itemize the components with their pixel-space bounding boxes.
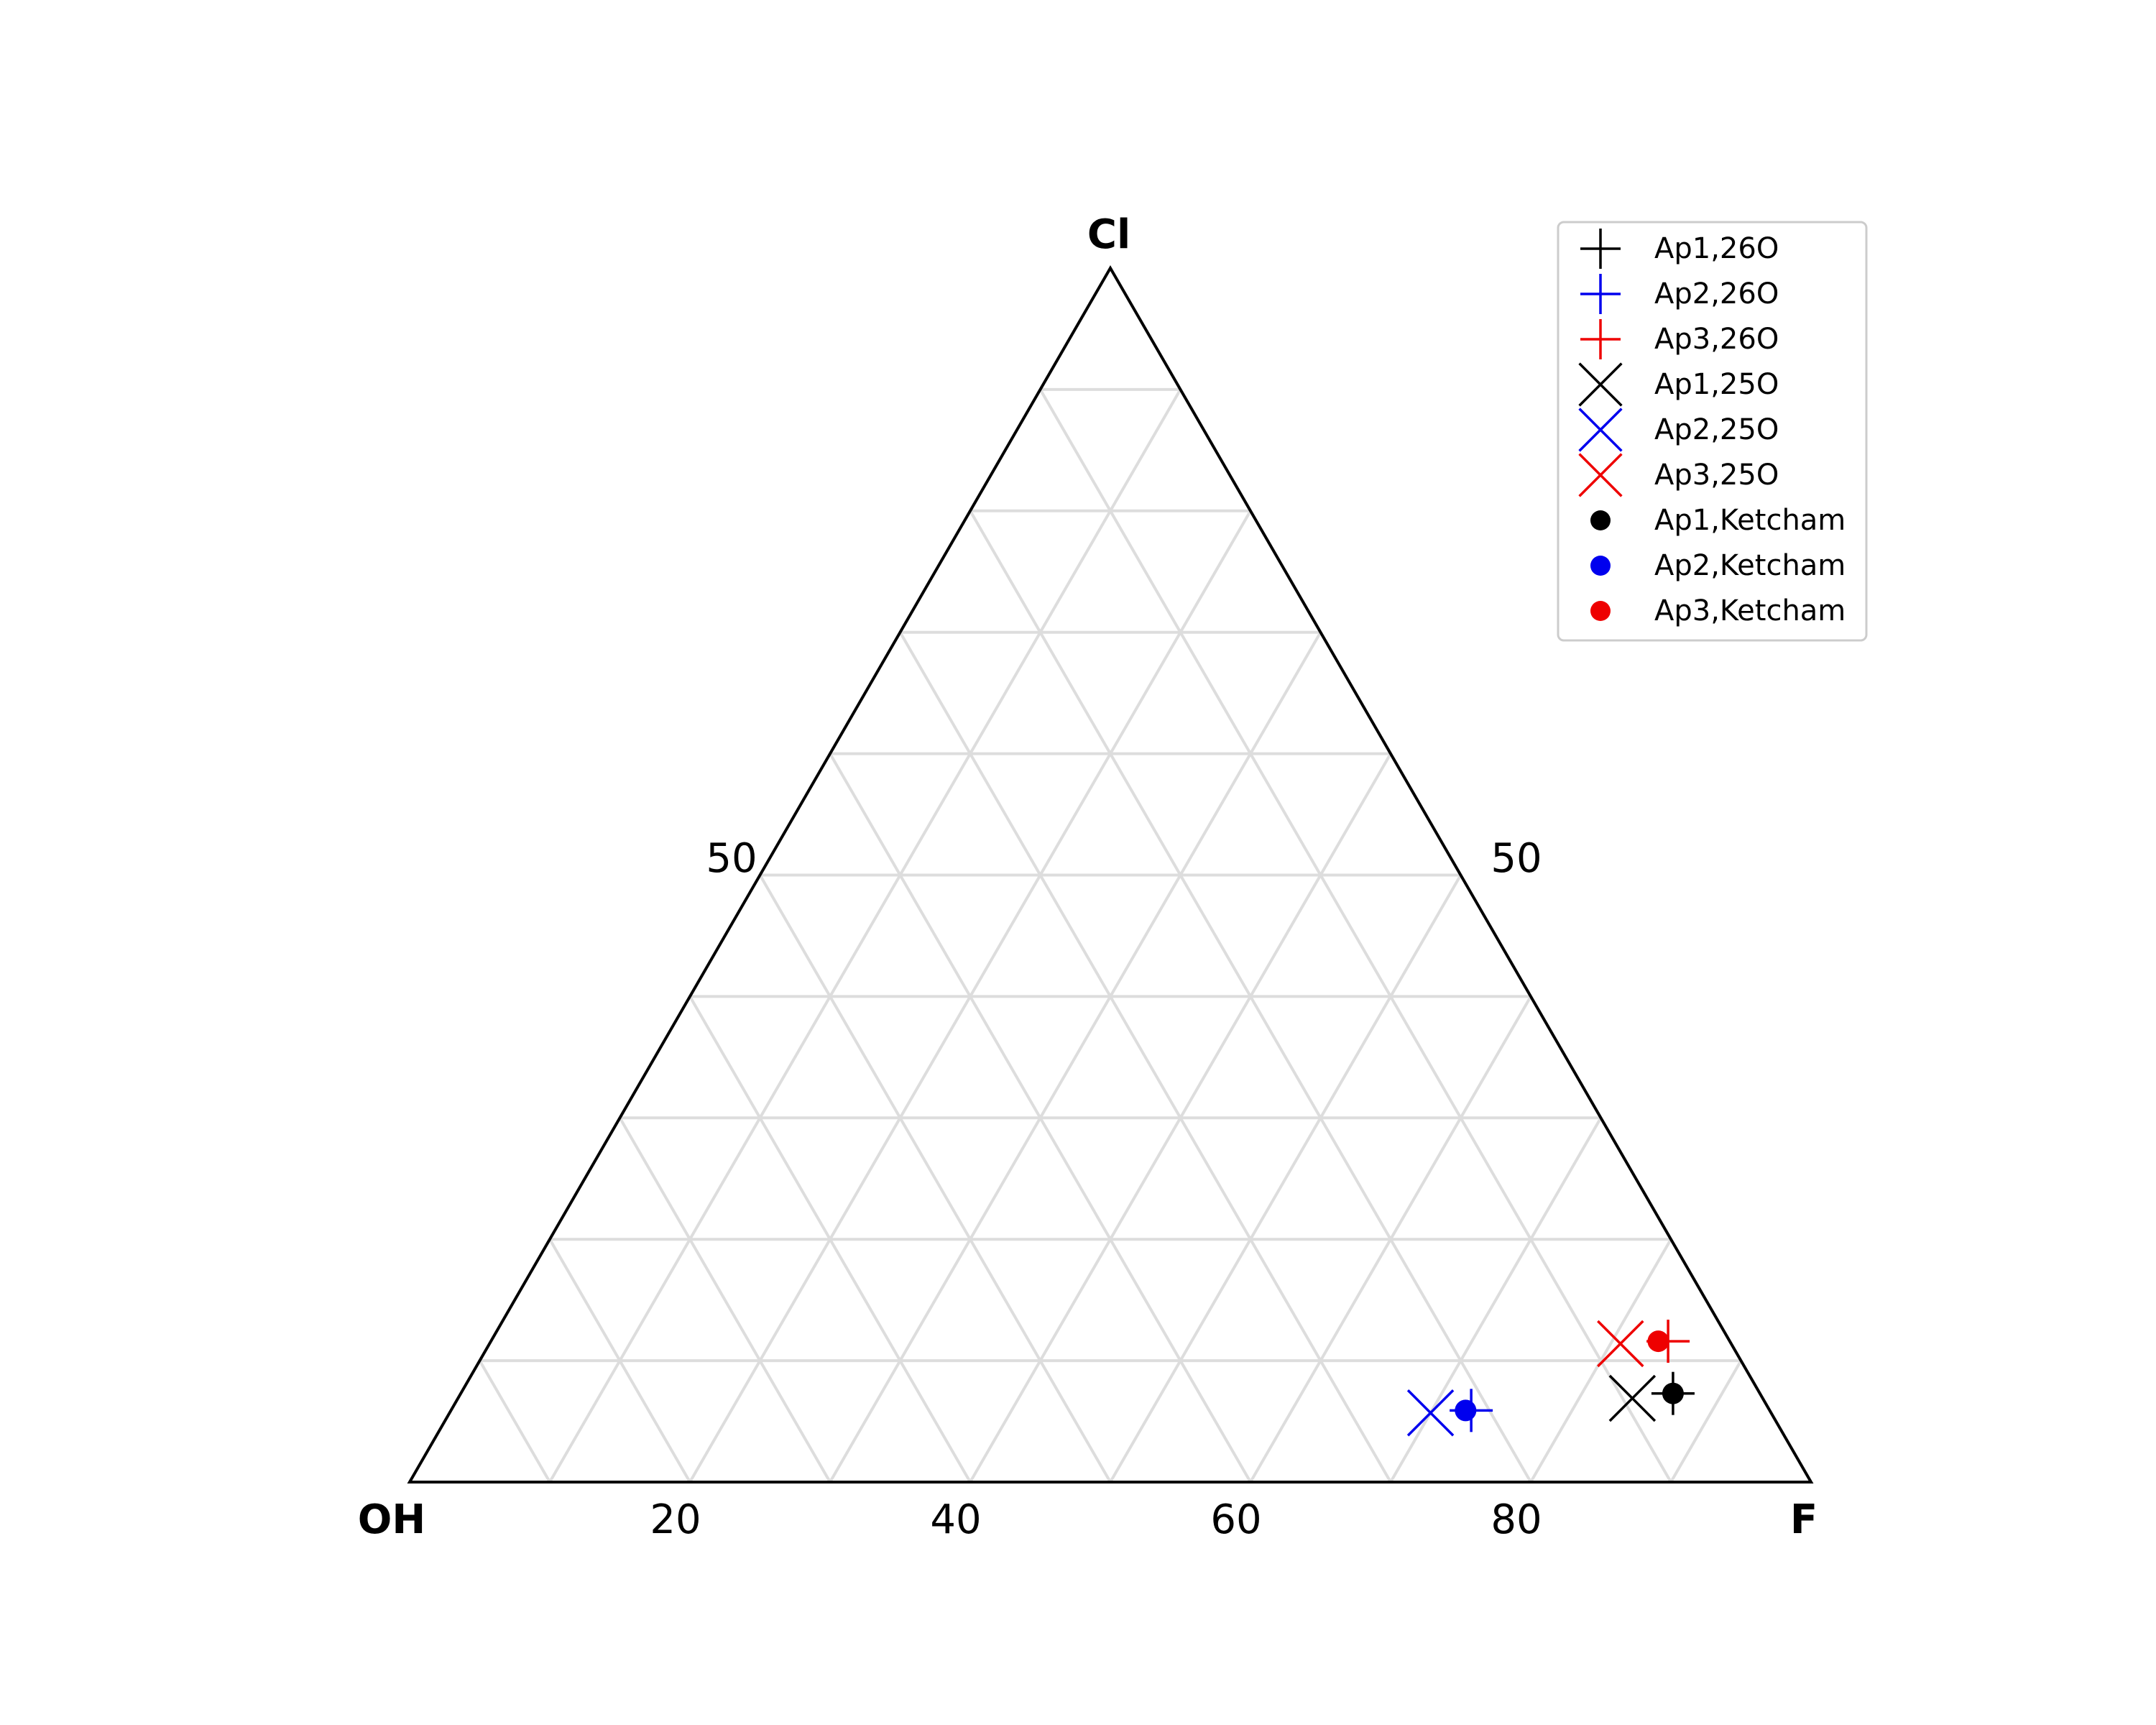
grid-line-f-90 bbox=[1669, 1360, 1743, 1483]
grid-line-f-80 bbox=[1529, 1238, 1672, 1483]
legend-frame bbox=[1557, 221, 1868, 642]
grid-line-oh-60 bbox=[688, 995, 972, 1483]
legend-marker-3 bbox=[1580, 319, 1621, 359]
bottom-tick-60: 60 bbox=[1210, 1496, 1261, 1543]
legend-marker-4 bbox=[1578, 362, 1623, 407]
legend-label-7: Ap1,Ketcham bbox=[1654, 504, 1846, 537]
legend-label-9: Ap3,Ketcham bbox=[1654, 594, 1846, 627]
grid-line-oh-30 bbox=[898, 631, 1392, 1483]
point-ap2-ketcham bbox=[1455, 1399, 1477, 1422]
legend-label-2: Ap2,26O bbox=[1654, 277, 1779, 310]
legend-label-1: Ap1,26O bbox=[1654, 232, 1779, 265]
point-ap1-25o bbox=[1608, 1374, 1657, 1422]
ternary-triangle-outline bbox=[407, 264, 1814, 1484]
legend-marker-2 bbox=[1580, 274, 1621, 314]
legend-marker-7 bbox=[1590, 510, 1611, 530]
bottom-tick-80: 80 bbox=[1491, 1496, 1542, 1543]
point-ap2-25o bbox=[1406, 1389, 1455, 1437]
legend-label-3: Ap3,26O bbox=[1654, 323, 1779, 356]
apex-label-cl: Cl bbox=[1087, 211, 1130, 258]
grid-line-oh-70 bbox=[618, 1117, 831, 1483]
grid-line-oh-80 bbox=[548, 1238, 691, 1483]
left-side-tick-50: 50 bbox=[706, 835, 757, 882]
legend-marker-1 bbox=[1580, 229, 1621, 269]
apex-label-oh: OH bbox=[358, 1496, 425, 1543]
legend-label-6: Ap3,25O bbox=[1654, 459, 1779, 492]
point-ap3-ketcham bbox=[1647, 1330, 1669, 1353]
point-ap1-ketcham bbox=[1662, 1382, 1684, 1404]
legend-label-4: Ap1,25O bbox=[1654, 368, 1779, 401]
legend-label-5: Ap2,25O bbox=[1654, 413, 1779, 446]
grid-line-f-30 bbox=[829, 631, 1322, 1483]
grid-line-oh-10 bbox=[1038, 388, 1672, 1483]
grid-line-oh-50 bbox=[758, 874, 1112, 1483]
grid-lines bbox=[478, 387, 1743, 1483]
legend: Ap1,26O Ap2,26O Ap3,26O Ap1,25O Ap2,25O Ap3,2… bbox=[1557, 221, 1868, 642]
legend-marker-8 bbox=[1590, 556, 1611, 576]
data-points bbox=[1406, 1320, 1695, 1437]
apex-label-f: F bbox=[1790, 1496, 1818, 1543]
grid-line-f-50 bbox=[1109, 874, 1462, 1483]
right-side-tick-50: 50 bbox=[1491, 835, 1542, 882]
point-ap3-25o bbox=[1597, 1320, 1644, 1368]
grid-line-f-70 bbox=[1389, 1117, 1603, 1483]
grid-line-oh-90 bbox=[478, 1360, 551, 1483]
legend-marker-6 bbox=[1578, 453, 1623, 497]
legend-label-8: Ap2,Ketcham bbox=[1654, 549, 1846, 582]
bottom-tick-20: 20 bbox=[650, 1496, 701, 1543]
grid-line-f-60 bbox=[1249, 995, 1532, 1483]
legend-marker-5 bbox=[1578, 408, 1623, 452]
legend-marker-9 bbox=[1590, 601, 1611, 621]
grid-line-f-10 bbox=[548, 388, 1182, 1483]
bottom-tick-40: 40 bbox=[930, 1496, 981, 1543]
